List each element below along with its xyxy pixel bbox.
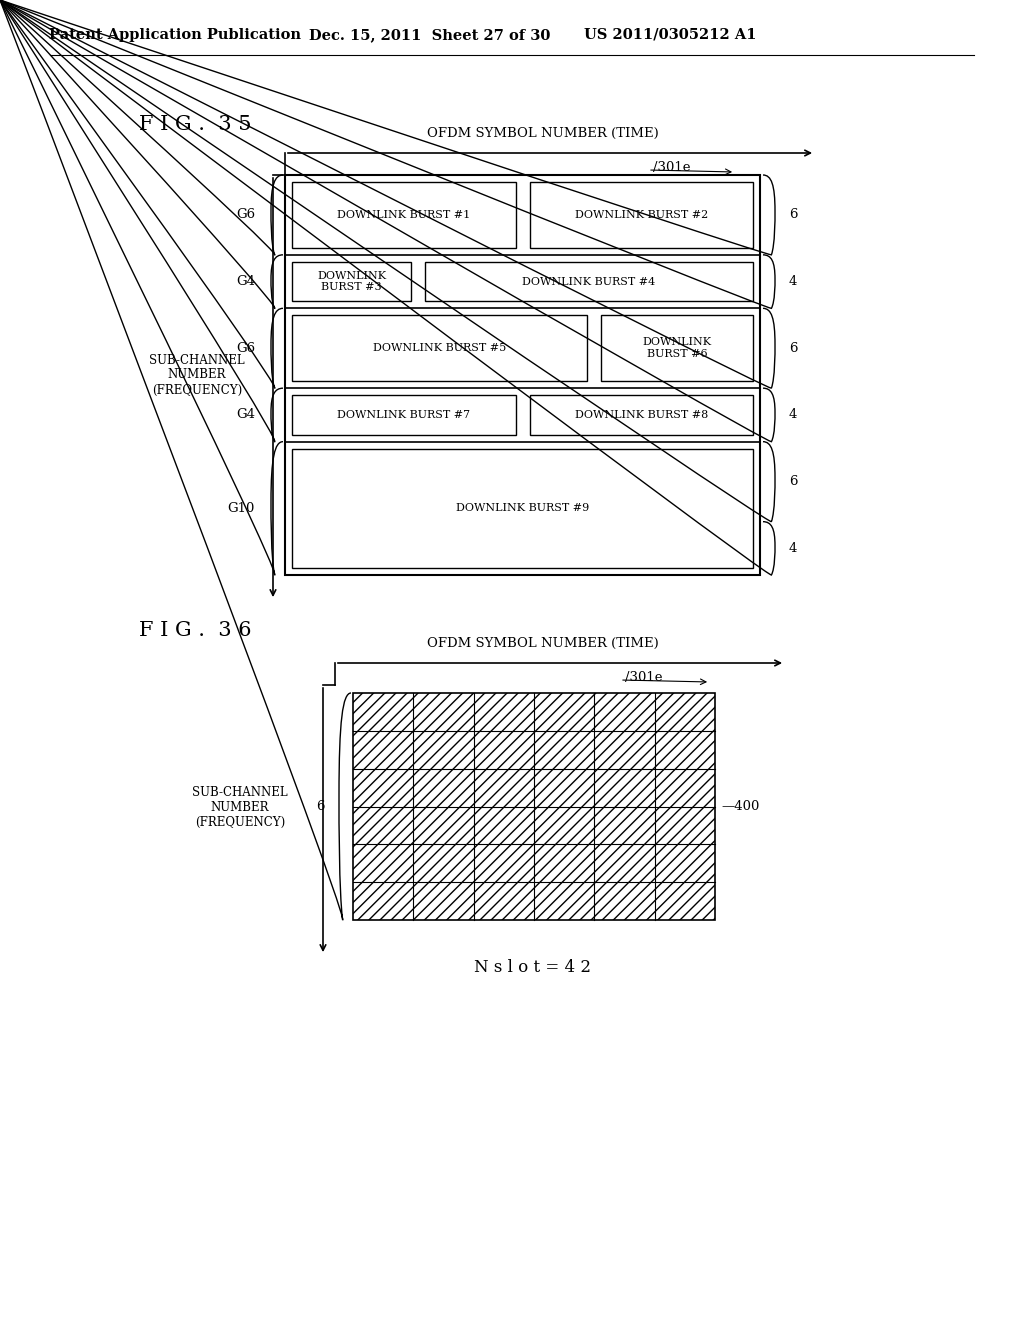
Text: 6: 6 [790, 209, 798, 222]
Bar [292, 449, 753, 568]
Bar [292, 261, 411, 301]
Bar [292, 395, 515, 434]
Text: G10: G10 [227, 502, 255, 515]
Text: SUB-CHANNEL
NUMBER
(FREQUENCY): SUB-CHANNEL NUMBER (FREQUENCY) [150, 354, 245, 396]
Text: DOWNLINK BURST #8: DOWNLINK BURST #8 [574, 411, 708, 420]
Text: DOWNLINK BURST #5: DOWNLINK BURST #5 [373, 343, 506, 354]
Text: G4: G4 [236, 408, 255, 421]
Bar [292, 315, 587, 381]
Text: DOWNLINK BURST #2: DOWNLINK BURST #2 [574, 210, 708, 220]
Text: DOWNLINK BURST #1: DOWNLINK BURST #1 [337, 210, 470, 220]
Text: N s l o t = 4 2: N s l o t = 4 2 [474, 960, 591, 977]
Text: SUB-CHANNEL
NUMBER
(FREQUENCY): SUB-CHANNEL NUMBER (FREQUENCY) [193, 785, 288, 829]
Text: /301e: /301e [625, 671, 663, 684]
Text: OFDM SYMBOL NUMBER (TIME): OFDM SYMBOL NUMBER (TIME) [427, 127, 658, 140]
Bar [529, 395, 753, 434]
Text: Patent Application Publication: Patent Application Publication [49, 28, 301, 42]
Text: DOWNLINK
BURST #6: DOWNLINK BURST #6 [642, 338, 712, 359]
Bar [425, 261, 753, 301]
Bar [292, 182, 515, 248]
Text: 4: 4 [790, 275, 798, 288]
Text: G6: G6 [236, 209, 255, 222]
Text: F I G .  3 5: F I G . 3 5 [138, 116, 251, 135]
Text: 4: 4 [790, 408, 798, 421]
Text: /301e: /301e [653, 161, 690, 173]
Text: F I G .  3 6: F I G . 3 6 [138, 620, 251, 639]
Text: US 2011/0305212 A1: US 2011/0305212 A1 [584, 28, 757, 42]
Text: G4: G4 [236, 275, 255, 288]
Bar [601, 315, 753, 381]
Text: DOWNLINK BURST #4: DOWNLINK BURST #4 [522, 277, 655, 286]
Text: 4: 4 [790, 541, 798, 554]
Bar [529, 182, 753, 248]
Text: 6: 6 [790, 475, 798, 488]
Text: Dec. 15, 2011  Sheet 27 of 30: Dec. 15, 2011 Sheet 27 of 30 [309, 28, 551, 42]
Text: DOWNLINK
BURST #3: DOWNLINK BURST #3 [317, 271, 386, 293]
Text: 6: 6 [790, 342, 798, 355]
Text: G6: G6 [236, 342, 255, 355]
Text: 6: 6 [316, 800, 325, 813]
Text: DOWNLINK BURST #7: DOWNLINK BURST #7 [337, 411, 470, 420]
Text: OFDM SYMBOL NUMBER (TIME): OFDM SYMBOL NUMBER (TIME) [427, 636, 658, 649]
Text: —400: —400 [721, 800, 760, 813]
Bar [285, 176, 760, 576]
Text: DOWNLINK BURST #9: DOWNLINK BURST #9 [456, 503, 589, 513]
Bar [353, 693, 715, 920]
